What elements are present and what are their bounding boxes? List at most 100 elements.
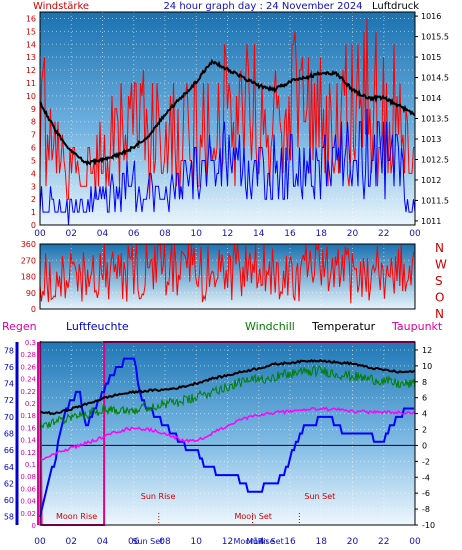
wind-pressure-ticks: 00 02 04 06 08 10 12 14 16 18 20 22 0001234567891011…: [26, 12, 449, 239]
wind-tick-label: 4: [31, 169, 36, 178]
pressure-tick-label: 1016: [421, 12, 441, 21]
wind-tick-label: 0: [31, 221, 36, 230]
x-tick-label: 06: [128, 537, 140, 547]
x-tick-label: 08: [159, 537, 171, 547]
wind-pressure-series: [39, 18, 416, 226]
wind-axis-title: Windstärke: [33, 1, 89, 12]
rain-tick-label: 0.28: [20, 351, 36, 359]
wind-tick-label: 1: [31, 208, 36, 217]
label-taupunkt: Taupunkt: [391, 320, 443, 333]
temp-tick-label: 12: [422, 346, 432, 355]
wind-direction-series: [39, 243, 415, 304]
wind-direction-line: [39, 243, 415, 304]
humidity-tick-label: 60: [4, 496, 14, 505]
humidity-tick-label: 72: [4, 396, 14, 405]
rain-tick-label: 0.24: [20, 376, 36, 384]
compass-label: S: [435, 274, 443, 288]
x-tick-label: 00: [34, 229, 46, 239]
humidity-tick-label: 68: [4, 430, 14, 439]
rain-tick-label: 0.26: [20, 363, 36, 371]
x-tick-label: 06: [128, 229, 140, 239]
wind-tick-label: 13: [26, 53, 36, 62]
humidity-tick-label: 70: [4, 413, 14, 422]
overlap-event-label: Moon Rise: [233, 537, 274, 546]
pressure-tick-label: 1014: [421, 94, 441, 103]
rain-tick-label: 0.18: [20, 412, 36, 420]
pressure-line: [39, 58, 416, 167]
temperature-line: [39, 358, 416, 416]
humidity-tick-label: 58: [4, 513, 14, 522]
dewpoint-line: [39, 406, 416, 461]
humidity-tick-label: 64: [4, 463, 14, 472]
x-tick-label: 12: [222, 229, 233, 239]
wind-tick-label: 5: [31, 156, 36, 165]
compass-label: W: [435, 258, 447, 272]
wind-tick-label: 14: [26, 40, 36, 49]
compass-label: N: [435, 307, 444, 321]
event-label: Moon Rise: [56, 512, 97, 521]
pressure-tick-label: 1012: [421, 176, 441, 185]
x-tick-label: 22: [378, 537, 389, 547]
rain-tick-label: 0.06: [20, 485, 36, 493]
compass-label: O: [435, 291, 444, 305]
wind-tick-label: 3: [31, 182, 36, 191]
label-windchill: Windchill: [245, 320, 295, 333]
wind-tick-label: 6: [31, 144, 36, 153]
overlap-event-label: Sun Set: [132, 537, 163, 546]
x-tick-label: 00: [34, 537, 46, 547]
humidity-tick-label: 76: [4, 363, 14, 372]
event-label: Sun Set: [304, 492, 335, 501]
windchill-line: [39, 365, 416, 430]
humidity-tick-label: 66: [4, 446, 14, 455]
humidity-tick-label: 78: [4, 346, 14, 355]
pressure-tick-label: 1013.5: [421, 115, 449, 124]
wind-gust-line: [39, 18, 415, 200]
rain-tick-label: 0.3: [25, 339, 36, 347]
wind-tick-label: 8: [31, 118, 36, 127]
x-tick-label: 22: [378, 229, 389, 239]
x-tick-label: 16: [284, 537, 296, 547]
label-luftfeuchte: Luftfeuchte: [66, 320, 129, 333]
rain-tick-label: 0.02: [20, 510, 36, 518]
temp-tick-label: -4: [422, 473, 430, 482]
x-tick-label: 02: [66, 229, 77, 239]
x-tick-label: 02: [66, 537, 77, 547]
astro-events: Moon Rise Sun Rise Moon Set Sun Set Sun Set M…: [56, 492, 335, 546]
rain-tick-label: 0.12: [20, 449, 36, 457]
humidity-line: [39, 357, 414, 517]
x-tick-label: 16: [284, 229, 296, 239]
event-label: Sun Rise: [141, 492, 176, 501]
rain-tick-label: 0.04: [20, 498, 36, 506]
label-temperatur: Temperatur: [311, 320, 376, 333]
direction-tick-label: 90: [26, 289, 36, 298]
pressure-tick-label: 1015.5: [421, 33, 449, 42]
x-tick-label: 18: [316, 229, 328, 239]
compass-label: N: [435, 241, 444, 255]
pressure-tick-label: 1012.5: [421, 155, 449, 164]
x-tick-label: 10: [191, 537, 203, 547]
direction-tick-label: 270: [21, 256, 36, 265]
temp-tick-label: -6: [422, 489, 430, 498]
wind-tick-label: 11: [26, 79, 36, 88]
x-tick-label: 20: [347, 229, 359, 239]
temp-tick-label: -10: [422, 521, 435, 530]
x-tick-label: 14: [253, 229, 265, 239]
rain-tick-label: 0.22: [20, 388, 36, 396]
rain-tick-label: 0.1: [25, 461, 36, 469]
direction-tick-label: 0: [31, 305, 36, 314]
temp-tick-label: -2: [422, 457, 430, 466]
pressure-tick-label: 1015: [421, 53, 441, 62]
x-tick-label: 20: [347, 537, 359, 547]
pressure-tick-label: 1013: [421, 135, 441, 144]
x-tick-label: 00: [409, 229, 421, 239]
chart-title: 24 hour graph day : 24 November 2024: [163, 1, 362, 12]
wind-tick-label: 10: [26, 92, 36, 101]
label-regen: Regen: [2, 320, 37, 333]
wind-tick-label: 9: [31, 105, 36, 114]
x-tick-label: 00: [409, 537, 421, 547]
rain-tick-label: 0.08: [20, 473, 36, 481]
pressure-tick-label: 1011.5: [421, 196, 449, 205]
rain-tick-label: 0.16: [20, 424, 36, 432]
